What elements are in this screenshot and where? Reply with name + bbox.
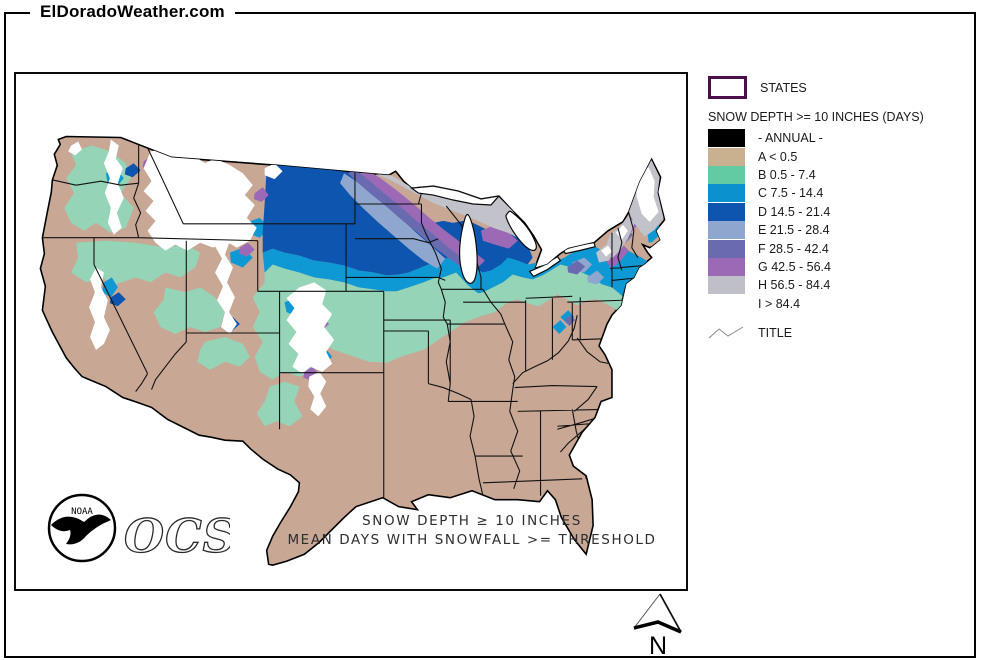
legend-swatch — [708, 276, 745, 295]
zigzag-line-icon — [708, 326, 744, 339]
legend-item-label: B 0.5 - 7.4 — [758, 167, 816, 182]
states-box — [708, 76, 747, 99]
legend-item: I > 84.4 — [708, 295, 976, 313]
legend-item-label: - ANNUAL - — [758, 131, 823, 146]
legend-swatch — [708, 184, 745, 203]
us-snow-map — [39, 135, 666, 567]
lake-michigan — [458, 213, 478, 284]
caption-line2: MEAN DAYS WITH SNOWFALL >= THRESHOLD — [287, 532, 657, 548]
legend-item-label: F 28.5 - 42.4 — [758, 241, 829, 256]
noaa-logo-text: NOAA — [71, 507, 93, 517]
map-caption: SNOW DEPTH ≥ 10 INCHES MEAN DAYS WITH SN… — [222, 512, 722, 550]
legend-item-label: E 21.5 - 28.4 — [758, 223, 830, 238]
legend-title-label: TITLE — [758, 325, 793, 340]
legend-item: B 0.5 - 7.4 — [708, 165, 976, 184]
map-frame: SNOW DEPTH ≥ 10 INCHES MEAN DAYS WITH SN… — [14, 72, 688, 591]
legend-item: - ANNUAL - — [708, 129, 976, 148]
legend-swatch — [708, 147, 745, 166]
great-lakes — [409, 185, 596, 284]
legend-swatch — [708, 239, 745, 258]
legend-item: H 56.5 - 84.4 — [708, 276, 976, 295]
legend-states-row: STATES — [708, 76, 976, 99]
legend-item-label: A < 0.5 — [758, 149, 798, 164]
legend-swatch — [708, 257, 745, 276]
legend-item: A < 0.5 — [708, 147, 976, 166]
legend-item-label: G 42.5 - 56.4 — [758, 259, 831, 274]
north-label: N — [649, 632, 667, 658]
legend-item-label: C 7.5 - 14.4 — [758, 186, 824, 201]
legend-item: E 21.5 - 28.4 — [708, 221, 976, 240]
ocs-text: OCS — [124, 509, 230, 563]
page-frame — [4, 12, 976, 658]
legend-heading: SNOW DEPTH >= 10 INCHES (DAYS) — [708, 110, 924, 124]
legend-item-label: D 14.5 - 21.4 — [758, 204, 831, 219]
legend-item: F 28.5 - 42.4 — [708, 239, 976, 258]
legend-swatch — [708, 202, 745, 221]
legend-swatch — [708, 129, 745, 148]
legend: STATES SNOW DEPTH >= 10 INCHES (DAYS) - … — [708, 76, 976, 343]
noaa-logo: NOAA — [47, 493, 117, 563]
legend-item: D 14.5 - 21.4 — [708, 202, 976, 221]
state-borders — [42, 136, 644, 501]
legend-title-row: TITLE — [708, 323, 976, 343]
ocs-logo: OCS — [123, 508, 230, 563]
north-arrow: N — [633, 593, 682, 658]
legend-swatch — [708, 221, 745, 240]
legend-swatch — [708, 295, 745, 313]
legend-item: C 7.5 - 14.4 — [708, 184, 976, 203]
legend-item: G 42.5 - 56.4 — [708, 257, 976, 276]
states-label: STATES — [760, 80, 807, 95]
caption-line1: SNOW DEPTH ≥ 10 INCHES — [362, 513, 582, 529]
lake-huron — [505, 210, 537, 251]
band-white — [68, 139, 659, 417]
legend-item-label: H 56.5 - 84.4 — [758, 278, 831, 293]
noaa-bird-icon — [51, 514, 111, 545]
legend-swatch — [708, 165, 745, 184]
site-title: ElDoradoWeather.com — [30, 2, 235, 22]
legend-item-label: I > 84.4 — [758, 296, 801, 311]
